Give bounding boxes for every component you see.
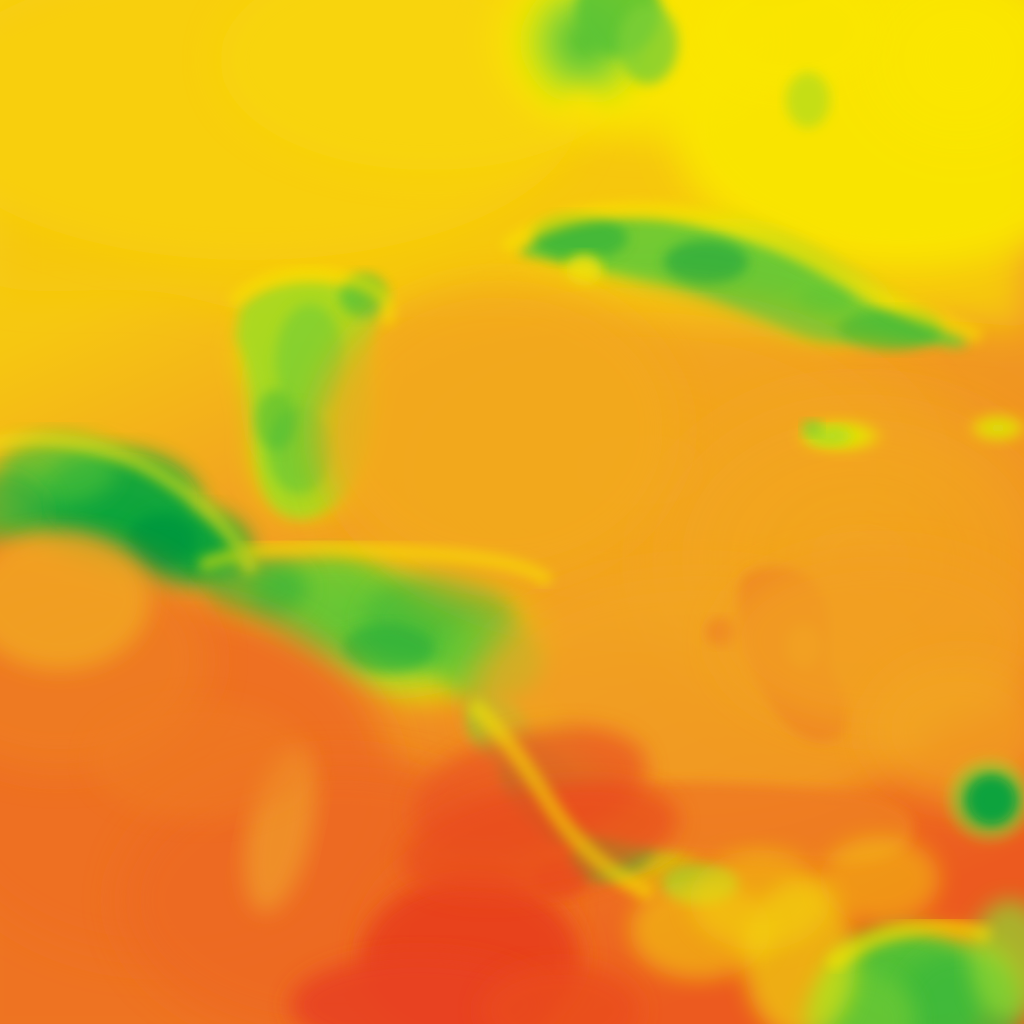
cuba-island: [504, 203, 990, 358]
gulf-green-inlet: [505, 0, 830, 128]
southeast-green-spot: [944, 756, 1024, 844]
hispaniola-islet: [794, 412, 1024, 454]
contour-halos: [0, 202, 993, 973]
venezuela-warm-band: [690, 550, 1024, 950]
